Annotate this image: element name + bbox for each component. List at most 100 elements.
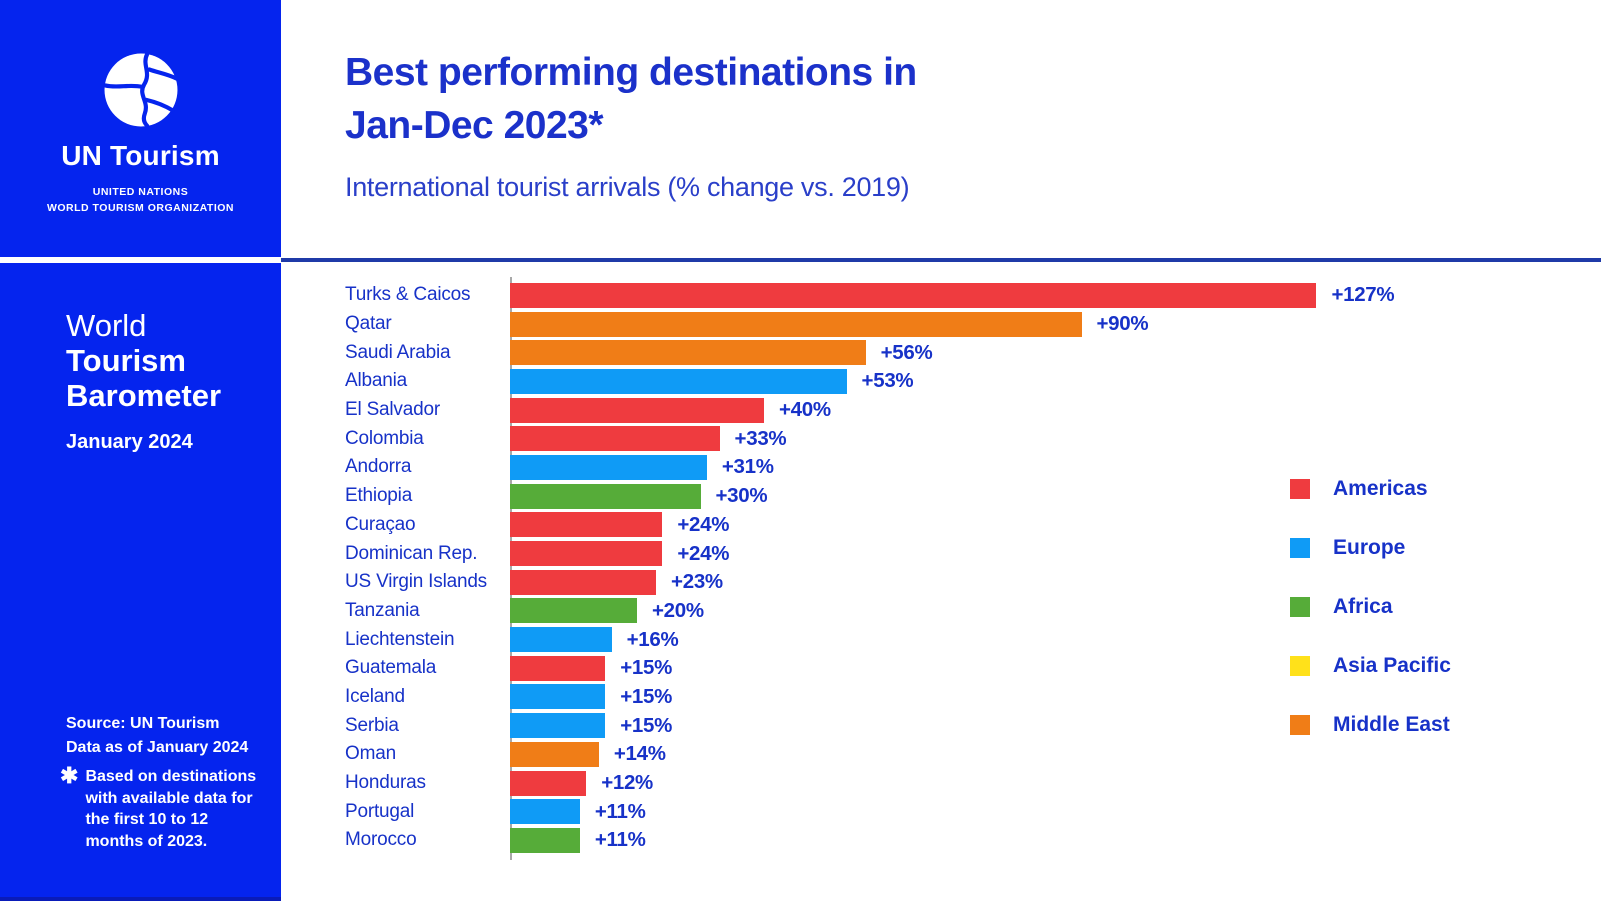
sidebar-bottom-edge	[0, 897, 281, 901]
bar	[510, 340, 866, 366]
report-title-block: World Tourism Barometer January 2024	[66, 308, 221, 454]
legend-swatch	[1290, 656, 1310, 676]
report-title-tourism: Tourism	[66, 343, 186, 378]
bar	[510, 397, 764, 423]
bar	[510, 713, 606, 739]
legend-swatch	[1290, 715, 1310, 735]
logo-subtitle: UNITED NATIONS WORLD TOURISM ORGANIZATIO…	[0, 184, 281, 217]
country-label: Andorra	[345, 456, 412, 478]
chart-row: Saudi Arabia +56%	[345, 338, 1394, 367]
legend-item: Americas	[1290, 477, 1451, 500]
legend-label: Asia Pacific	[1333, 654, 1451, 677]
bar	[510, 569, 657, 595]
value-label: +33%	[734, 426, 787, 450]
country-label: Curaçao	[345, 513, 416, 535]
logo-block: UN Tourism UNITED NATIONS WORLD TOURISM …	[0, 52, 281, 217]
legend-label: Americas	[1333, 477, 1428, 500]
legend-label: Middle East	[1333, 713, 1450, 736]
page-title-line1: Best performing destinations in	[345, 51, 917, 94]
chart-row: Curaçao +24%	[345, 511, 1394, 540]
chart-rows: Turks & Caicos +127% Qatar +90% Saudi Arabia…	[345, 281, 1395, 855]
chart-row: Turks & Caicos +127%	[345, 281, 1395, 310]
country-label: US Virgin Islands	[345, 571, 487, 593]
chart-row: Serbia +15%	[345, 711, 1394, 740]
value-label: +11%	[594, 799, 646, 823]
report-title-world: World	[66, 308, 147, 343]
country-label: Colombia	[345, 427, 424, 449]
logo-subtitle-line1: UNITED NATIONS	[92, 186, 189, 198]
chart-row: Albania +53%	[345, 367, 1394, 396]
value-label: +24%	[677, 512, 730, 536]
country-label: Qatar	[345, 313, 392, 335]
value-label: +24%	[677, 541, 730, 565]
value-label: +31%	[721, 455, 774, 479]
country-label: Serbia	[345, 714, 399, 736]
chart-row: Honduras +12%	[345, 769, 1394, 798]
value-label: +14%	[613, 742, 666, 766]
bar	[510, 770, 587, 796]
value-label: +16%	[626, 627, 679, 651]
country-label: Liechtenstein	[345, 628, 455, 650]
page-subtitle: International tourist arrivals (% change…	[345, 172, 910, 202]
chart-row: Tanzania +20%	[345, 597, 1394, 626]
bar	[510, 541, 663, 567]
legend-swatch	[1290, 597, 1310, 617]
source-line-1: Source: UN Tourism	[66, 715, 220, 732]
source-line-2: Data as of January 2024	[66, 739, 249, 756]
country-label: Iceland	[345, 685, 405, 707]
bar	[510, 454, 707, 480]
bar	[510, 483, 701, 509]
legend-label: Africa	[1333, 595, 1393, 618]
page-title-line2: Jan-Dec 2023*	[345, 104, 604, 147]
bar	[510, 741, 599, 767]
country-label: Portugal	[345, 800, 415, 822]
bar	[510, 684, 606, 710]
value-label: +23%	[671, 570, 723, 594]
legend: Americas Europe Africa Asia Pacific Middle E…	[1290, 477, 1451, 774]
country-label: Honduras	[345, 772, 426, 794]
chart-row: Ethiopia +30%	[345, 482, 1394, 511]
bar	[510, 282, 1317, 308]
value-label: +15%	[620, 713, 673, 737]
bar	[510, 598, 637, 624]
legend-swatch	[1290, 479, 1310, 499]
bar	[510, 655, 606, 681]
chart-row: Oman +14%	[345, 740, 1394, 769]
value-label: +15%	[620, 656, 673, 680]
bar	[510, 311, 1082, 337]
logo-title: UN Tourism	[61, 140, 220, 171]
chart-row: El Salvador +40%	[345, 396, 1394, 425]
country-label: Oman	[345, 743, 396, 765]
value-label: +12%	[601, 771, 653, 795]
header-divider	[281, 258, 1601, 262]
chart-row: Dominican Rep. +24%	[345, 539, 1394, 568]
value-label: +20%	[652, 598, 704, 622]
country-label: Morocco	[345, 829, 417, 851]
country-label: Tanzania	[345, 599, 420, 621]
country-label: Ethiopia	[345, 485, 413, 507]
value-label: +53%	[861, 369, 914, 393]
chart-row: Guatemala +15%	[345, 654, 1394, 683]
value-label: +30%	[715, 484, 768, 508]
bar	[510, 512, 663, 538]
value-label: +11%	[594, 828, 646, 852]
un-tourism-globe-icon	[102, 52, 179, 128]
bar	[510, 368, 847, 394]
chart-row: Iceland +15%	[345, 683, 1394, 712]
value-label: +40%	[779, 398, 831, 422]
sidebar: UN Tourism UNITED NATIONS WORLD TOURISM …	[0, 0, 281, 901]
chart-row: US Virgin Islands +23%	[345, 568, 1394, 597]
country-label: Saudi Arabia	[345, 341, 451, 363]
bar	[510, 827, 580, 853]
legend-label: Europe	[1333, 536, 1406, 559]
footnote-text: Based on destinations with available dat…	[85, 768, 257, 850]
value-label: +15%	[620, 684, 673, 708]
report-title-barometer: Barometer	[66, 378, 222, 413]
asterisk-icon: ✱	[60, 763, 79, 788]
bar	[510, 799, 580, 825]
country-label: El Salvador	[345, 399, 440, 421]
report-date: January 2024	[66, 431, 193, 453]
legend-item: Africa	[1290, 595, 1451, 618]
page-title: Best performing destinations in Jan-Dec …	[345, 46, 917, 152]
